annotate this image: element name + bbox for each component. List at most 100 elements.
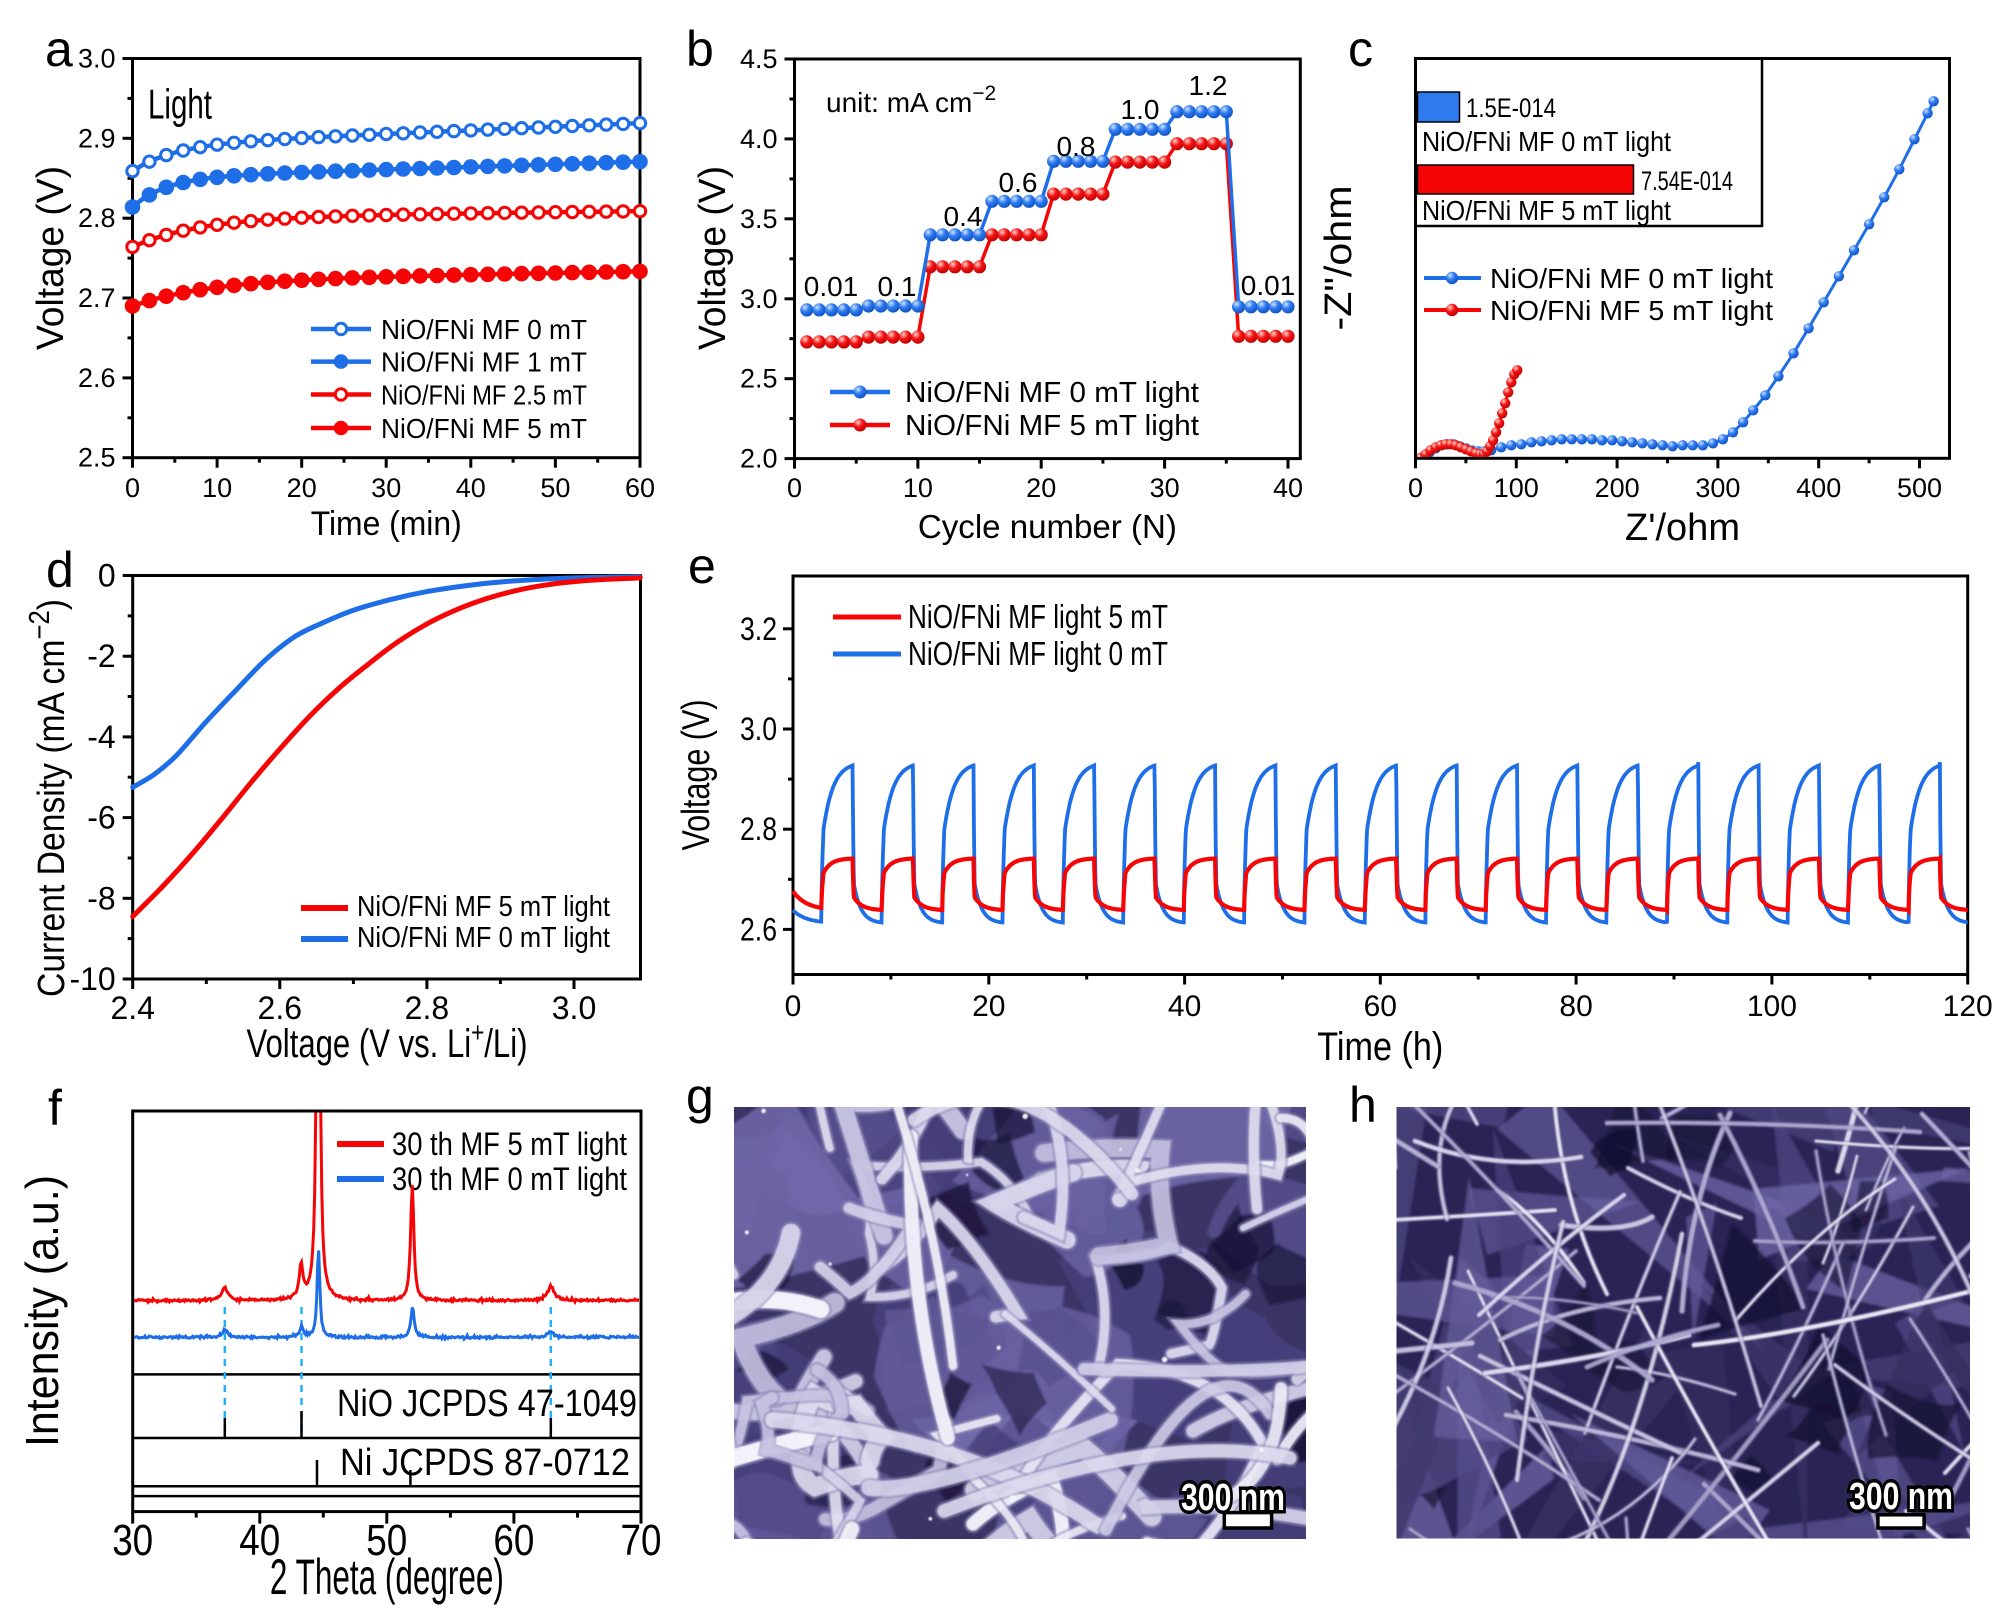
- svg-text:Cycle number (N): Cycle number (N): [918, 508, 1177, 545]
- svg-text:d: d: [46, 542, 74, 598]
- svg-text:3.2: 3.2: [740, 611, 777, 647]
- svg-text:Voltage (V): Voltage (V): [30, 166, 72, 350]
- svg-text:10: 10: [202, 473, 232, 503]
- svg-text:40: 40: [239, 1516, 280, 1565]
- svg-text:1.0: 1.0: [1121, 94, 1160, 125]
- svg-text:NiO JCPDS 47-1049: NiO JCPDS 47-1049: [337, 1383, 637, 1425]
- svg-text:40: 40: [1273, 473, 1303, 503]
- svg-text:3.0: 3.0: [740, 284, 778, 314]
- svg-text:2.6: 2.6: [258, 990, 302, 1026]
- svg-text:NiO/FNi MF 0 mT: NiO/FNi MF 0 mT: [381, 314, 587, 345]
- svg-text:0: 0: [125, 473, 140, 503]
- svg-text:70: 70: [621, 1516, 662, 1565]
- svg-text:0.01: 0.01: [1241, 270, 1296, 301]
- svg-text:NiO/FNi MF light 0 mT: NiO/FNi MF light 0 mT: [908, 635, 1168, 672]
- svg-text:NiO/FNi MF 5 mT: NiO/FNi MF 5 mT: [381, 413, 587, 444]
- svg-text:NiO/FNi MF 5 mT light: NiO/FNi MF 5 mT light: [357, 891, 610, 923]
- svg-text:NiO/FNi MF 0 mT light: NiO/FNi MF 0 mT light: [357, 922, 610, 954]
- svg-text:100: 100: [1494, 473, 1539, 503]
- svg-text:3.0: 3.0: [78, 44, 116, 74]
- svg-text:20: 20: [287, 473, 317, 503]
- svg-text:-10: -10: [69, 961, 115, 997]
- svg-text:Z'/ohm: Z'/ohm: [1625, 507, 1740, 549]
- svg-text:2.8: 2.8: [740, 811, 777, 847]
- svg-text:g: g: [686, 1068, 714, 1124]
- svg-text:300: 300: [1695, 473, 1740, 503]
- svg-text:20: 20: [972, 990, 1005, 1023]
- svg-text:Voltage (V vs. Li+/Li): Voltage (V vs. Li+/Li): [247, 1017, 528, 1066]
- svg-text:40: 40: [1168, 990, 1201, 1023]
- svg-text:30 th MF 0 mT light: 30 th MF 0 mT light: [392, 1161, 627, 1197]
- svg-text:50: 50: [366, 1516, 407, 1565]
- svg-text:40: 40: [456, 473, 486, 503]
- svg-text:2.5: 2.5: [78, 443, 116, 473]
- svg-text:Ni JCPDS 87-0712: Ni JCPDS 87-0712: [340, 1442, 630, 1484]
- svg-text:30: 30: [371, 473, 401, 503]
- svg-text:3.5: 3.5: [740, 204, 778, 234]
- svg-text:0.6: 0.6: [999, 167, 1038, 198]
- svg-text:2.0: 2.0: [740, 444, 778, 474]
- svg-text:20: 20: [1026, 473, 1056, 503]
- svg-text:c: c: [1348, 21, 1373, 77]
- svg-text:-2: -2: [87, 638, 115, 674]
- svg-text:-4: -4: [87, 719, 115, 755]
- svg-text:NiO/FNi MF 2.5 mT: NiO/FNi MF 2.5 mT: [381, 380, 587, 411]
- svg-text:1.5E-014: 1.5E-014: [1466, 93, 1556, 123]
- svg-text:NiO/FNi MF 5 mT light: NiO/FNi MF 5 mT light: [905, 410, 1199, 442]
- svg-text:2.9: 2.9: [78, 123, 116, 153]
- svg-text:2.8: 2.8: [405, 990, 449, 1026]
- svg-text:NiO/FNi MF 0 mT light: NiO/FNi MF 0 mT light: [1490, 263, 1773, 294]
- svg-text:2.7: 2.7: [78, 283, 116, 313]
- svg-text:0: 0: [98, 558, 116, 594]
- svg-text:-6: -6: [87, 800, 115, 836]
- svg-text:Current Density (mA cm−2): Current Density (mA cm−2): [24, 599, 73, 997]
- svg-text:0.4: 0.4: [944, 201, 983, 232]
- svg-text:0: 0: [787, 473, 802, 503]
- svg-text:NiO/FNi MF light 5 mT: NiO/FNi MF light 5 mT: [908, 598, 1168, 635]
- svg-text:120: 120: [1943, 990, 1993, 1023]
- svg-text:0.8: 0.8: [1057, 131, 1096, 162]
- svg-text:200: 200: [1595, 473, 1640, 503]
- svg-text:0.01: 0.01: [804, 271, 859, 302]
- svg-text:7.54E-014: 7.54E-014: [1641, 166, 1733, 196]
- svg-text:30 th MF 5 mT light: 30 th MF 5 mT light: [392, 1126, 627, 1162]
- svg-text:Voltage (V): Voltage (V): [675, 700, 718, 851]
- svg-text:30: 30: [1150, 473, 1180, 503]
- svg-text:e: e: [688, 538, 716, 594]
- svg-text:2.6: 2.6: [78, 363, 116, 393]
- svg-text:10: 10: [903, 473, 933, 503]
- svg-text:NiO/FNi MF 5 mT light: NiO/FNi MF 5 mT light: [1422, 195, 1671, 226]
- svg-text:NiO/FNi MF 1 mT: NiO/FNi MF 1 mT: [381, 347, 587, 378]
- svg-text:b: b: [686, 21, 714, 77]
- svg-text:0: 0: [785, 990, 802, 1023]
- svg-text:a: a: [45, 21, 73, 77]
- svg-text:4.5: 4.5: [740, 44, 778, 74]
- svg-text:0.1: 0.1: [878, 271, 917, 302]
- svg-text:3.0: 3.0: [740, 711, 777, 747]
- svg-text:60: 60: [625, 473, 655, 503]
- svg-text:Intensity (a.u.): Intensity (a.u.): [16, 1175, 68, 1447]
- svg-text:Time (min): Time (min): [311, 505, 462, 543]
- svg-text:h: h: [1349, 1077, 1377, 1133]
- svg-text:80: 80: [1559, 990, 1592, 1023]
- svg-text:30: 30: [112, 1516, 153, 1565]
- svg-text:Voltage (V): Voltage (V): [692, 166, 734, 350]
- svg-text:60: 60: [1364, 990, 1397, 1023]
- svg-text:500: 500: [1897, 473, 1942, 503]
- svg-text:60: 60: [493, 1516, 534, 1565]
- svg-text:300 nm: 300 nm: [1849, 1476, 1953, 1518]
- svg-text:2.4: 2.4: [110, 990, 154, 1026]
- svg-text:2.8: 2.8: [78, 203, 116, 233]
- svg-text:unit: mA cm−2: unit: mA cm−2: [826, 82, 996, 118]
- svg-text:50: 50: [540, 473, 570, 503]
- svg-text:3.0: 3.0: [552, 990, 596, 1026]
- svg-text:400: 400: [1796, 473, 1841, 503]
- svg-text:-Z"/ohm: -Z"/ohm: [1318, 186, 1360, 331]
- svg-text:NiO/FNi MF 0 mT light: NiO/FNi MF 0 mT light: [905, 377, 1199, 409]
- svg-text:2 Theta (degree): 2 Theta (degree): [270, 1549, 504, 1605]
- svg-text:Time (h): Time (h): [1317, 1025, 1443, 1069]
- svg-text:Light: Light: [148, 81, 212, 128]
- svg-text:2.5: 2.5: [740, 364, 778, 394]
- svg-text:NiO/FNi MF 0 mT light: NiO/FNi MF 0 mT light: [1422, 126, 1671, 157]
- svg-text:1.2: 1.2: [1189, 70, 1228, 101]
